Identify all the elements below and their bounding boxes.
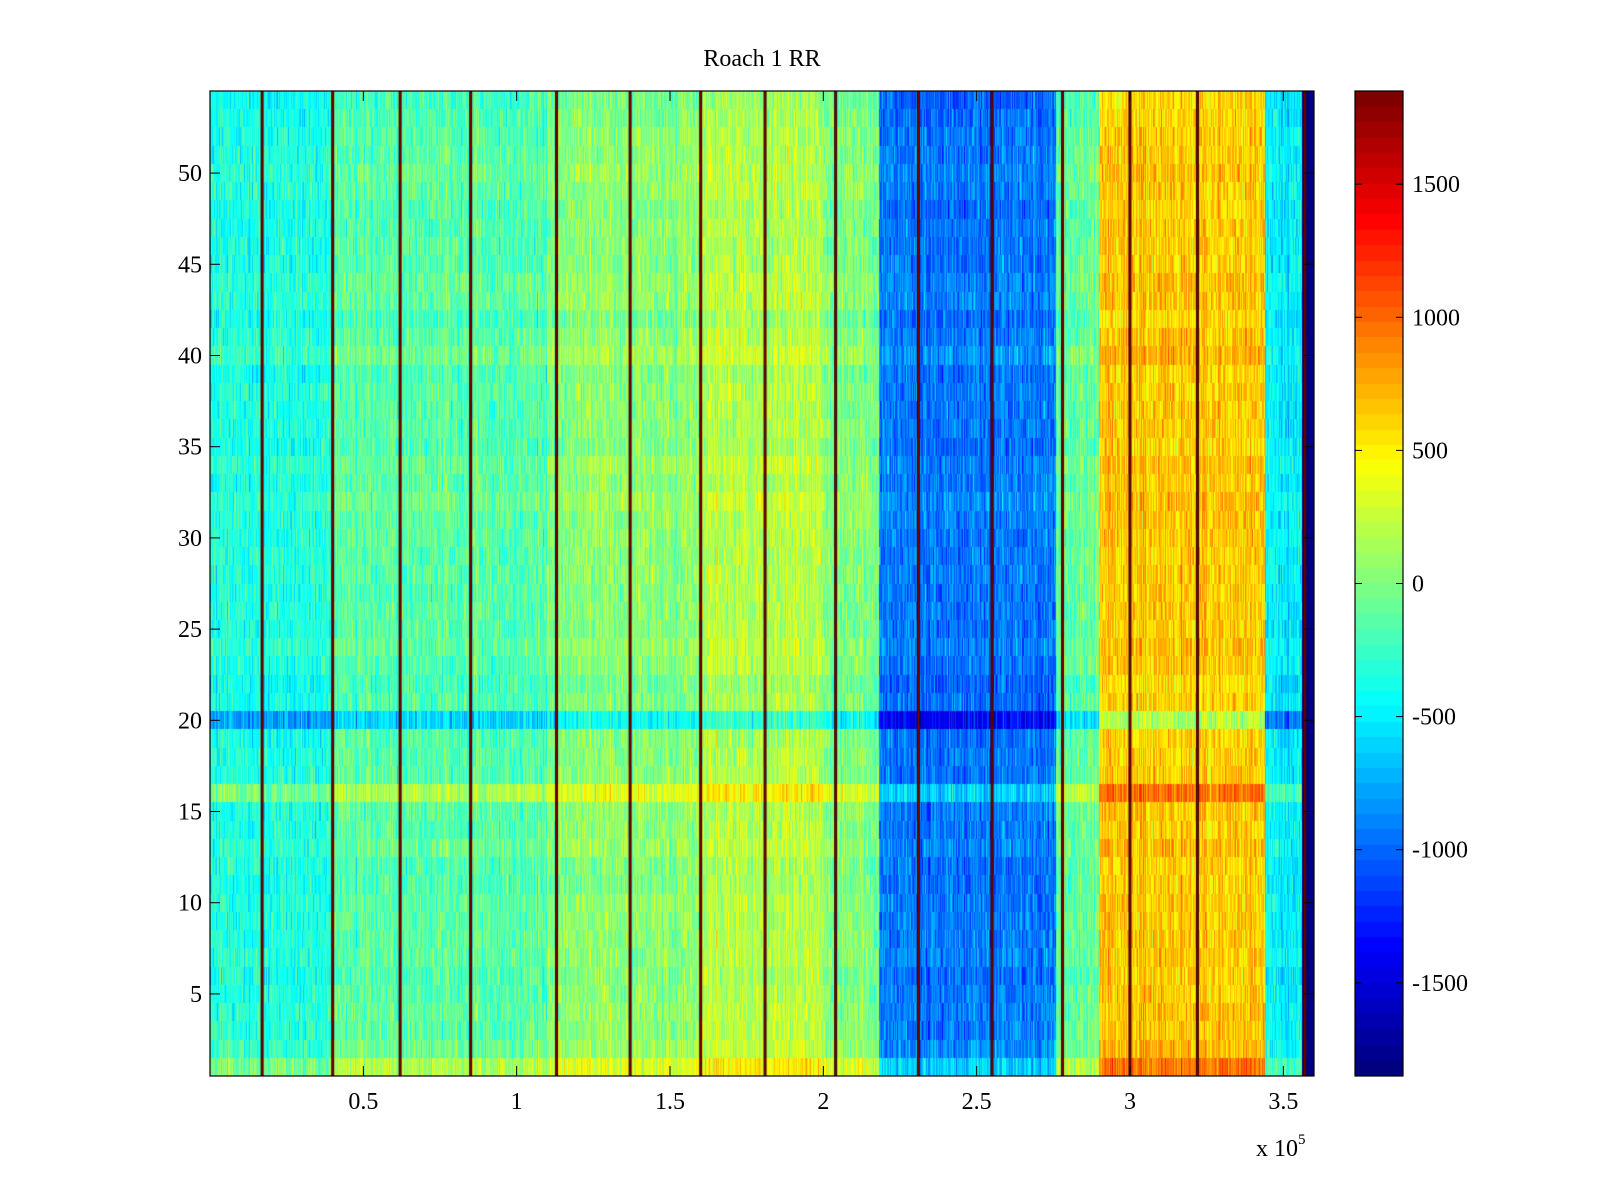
chart-title: Roach 1 RR	[703, 46, 820, 72]
y-tick-label: 20	[178, 708, 202, 734]
colorbar-tick-label: -500	[1412, 705, 1456, 731]
y-tick-label: 45	[178, 252, 202, 278]
y-tick-label: 15	[178, 800, 202, 826]
colorbar-axis: 1500 1000 500 0 -500 -1000 -1500	[1355, 172, 1468, 997]
colorbar-tick-label: 1000	[1412, 305, 1460, 331]
plot-axes-frame	[209, 90, 1315, 1077]
colorbar-tick-label: 500	[1412, 438, 1448, 464]
y-tick-label: 30	[178, 526, 202, 552]
x-axis-multiplier: x 105	[1256, 1132, 1306, 1162]
y-tick-label: 40	[178, 343, 202, 369]
x-axis-multiplier-exponent: 5	[1298, 1132, 1306, 1148]
y-tick-label: 35	[178, 435, 202, 461]
y-axis: 5 10 15 20 25 30 35 40 45 50	[178, 161, 1314, 1008]
x-tick-label: 1	[511, 1089, 523, 1115]
y-tick-label: 50	[178, 161, 202, 187]
x-tick-label: 3	[1124, 1089, 1136, 1115]
colorbar-gradient	[1355, 91, 1403, 1076]
y-tick-label: 25	[178, 617, 202, 643]
colorbar-tick-label: 0	[1412, 572, 1424, 598]
x-tick-label: 3.5	[1268, 1089, 1298, 1115]
x-tick-label: 2.5	[962, 1089, 992, 1115]
x-tick-label: 2	[817, 1089, 829, 1115]
colorbar-frame	[1354, 90, 1404, 1077]
y-tick-label: 5	[190, 982, 202, 1008]
x-tick-label: 0.5	[348, 1089, 378, 1115]
x-tick-label: 1.5	[655, 1089, 685, 1115]
x-axis-multiplier-base: x 10	[1256, 1136, 1298, 1162]
colorbar-tick-label: 1500	[1412, 172, 1460, 198]
y-tick-label: 10	[178, 891, 202, 917]
colorbar-tick-label: -1500	[1412, 971, 1468, 997]
colorbar-tick-label: -1000	[1412, 838, 1468, 864]
heatmap-image	[210, 91, 1314, 1076]
x-axis: 0.5 1 1.5 2 2.5 3 3.5	[348, 91, 1298, 1115]
